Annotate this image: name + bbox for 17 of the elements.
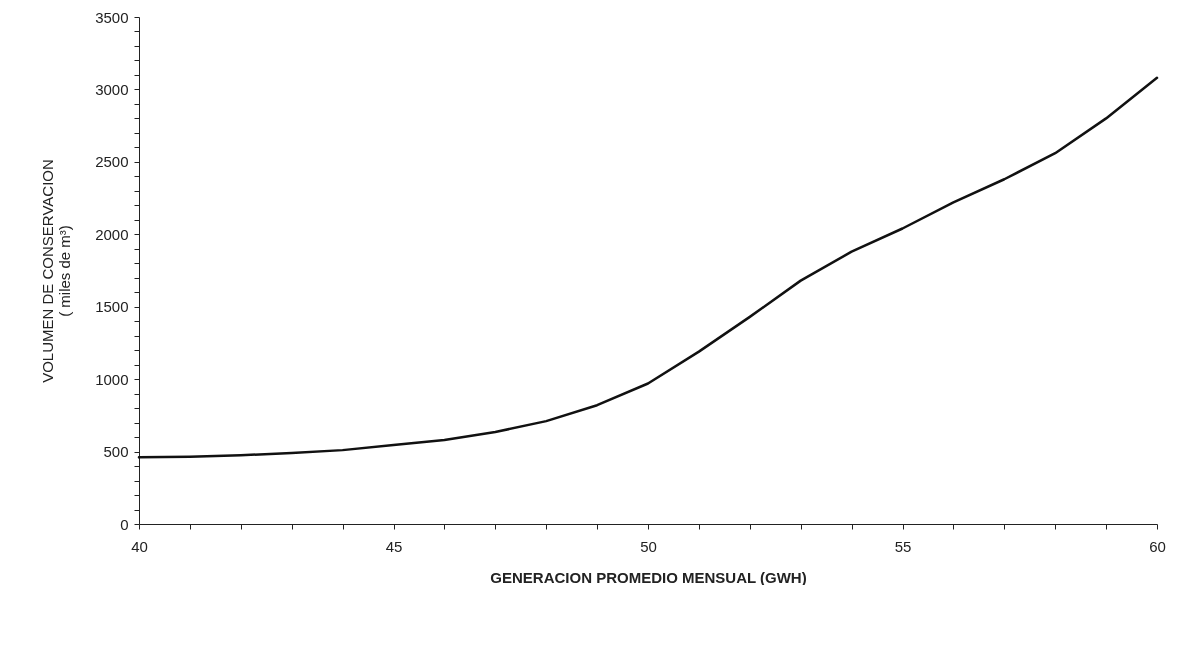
- y-tick-label: 3000: [95, 80, 129, 98]
- y-tick-label: 2500: [95, 153, 129, 171]
- x-tick-label: 45: [385, 537, 403, 555]
- x-tick-label: 40: [131, 537, 148, 555]
- line-series: [137, 76, 1159, 459]
- y-tick-label: 0: [120, 515, 129, 533]
- x-axis-title: GENERACION PROMEDIO MENSUAL (GWH): [490, 568, 807, 586]
- x-tick-label: 60: [1149, 537, 1166, 555]
- y-tick-label: 1000: [95, 370, 129, 388]
- x-tick-label: 55: [894, 537, 912, 555]
- text: ( miles de m³): [56, 225, 74, 317]
- y-tick-label: 2000: [95, 225, 129, 243]
- y-tick-label: 500: [103, 443, 129, 461]
- x-tick-label: 50: [640, 537, 657, 555]
- y-tick-label: 1500: [95, 298, 129, 316]
- y-tick-label: 3500: [95, 8, 129, 26]
- text: VOLUMEN DE CONSERVACION: [39, 159, 57, 383]
